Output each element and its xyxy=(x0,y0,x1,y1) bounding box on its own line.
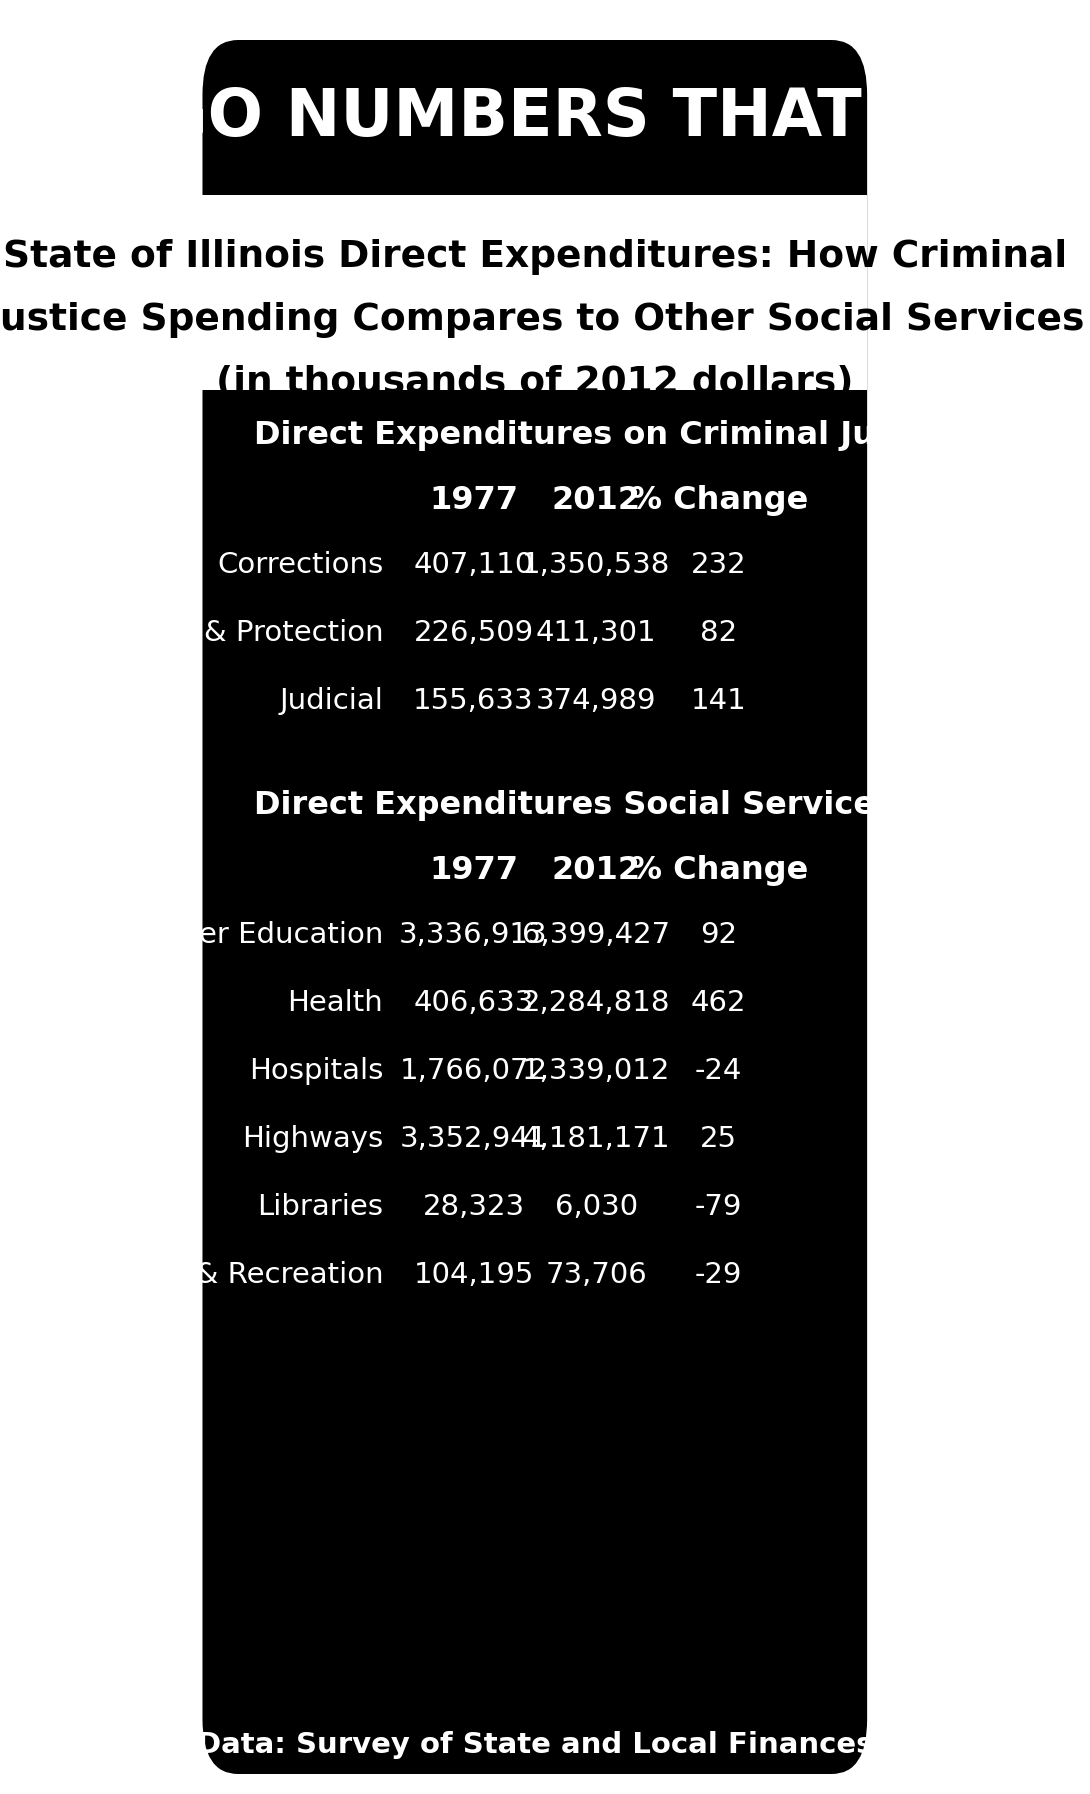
Text: 92: 92 xyxy=(700,920,737,949)
Text: State of Illinois Direct Expenditures: How Criminal: State of Illinois Direct Expenditures: H… xyxy=(3,239,1067,274)
Text: 1,766,072: 1,766,072 xyxy=(400,1057,547,1085)
Text: 1977: 1977 xyxy=(429,854,518,886)
Text: Judicial: Judicial xyxy=(279,687,384,716)
Text: 2,284,818: 2,284,818 xyxy=(522,988,670,1017)
Text: Corrections: Corrections xyxy=(217,551,384,579)
Text: CHICAGO NUMBERS THAT COUNT: CHICAGO NUMBERS THAT COUNT xyxy=(0,86,1090,149)
Text: Health: Health xyxy=(288,988,384,1017)
Text: 411,301: 411,301 xyxy=(536,619,656,648)
Text: 232: 232 xyxy=(691,551,747,579)
Text: % Change: % Change xyxy=(630,484,808,515)
Text: -79: -79 xyxy=(695,1193,742,1222)
FancyBboxPatch shape xyxy=(203,196,868,389)
Text: -29: -29 xyxy=(695,1261,742,1290)
Text: Highways: Highways xyxy=(242,1125,384,1154)
Text: -24: -24 xyxy=(695,1057,742,1085)
Text: 6,030: 6,030 xyxy=(555,1193,638,1222)
Text: 155,633: 155,633 xyxy=(413,687,534,716)
Text: Parks & Recreation: Parks & Recreation xyxy=(108,1261,384,1290)
Text: Direct Expenditures Social Services and Public Works: Direct Expenditures Social Services and … xyxy=(254,789,1090,820)
Text: 2012: 2012 xyxy=(552,484,641,515)
Text: Higher Education: Higher Education xyxy=(132,920,384,949)
Text: 1,339,012: 1,339,012 xyxy=(522,1057,670,1085)
Text: 82: 82 xyxy=(700,619,737,648)
Text: 406,633: 406,633 xyxy=(413,988,534,1017)
Text: 226,509: 226,509 xyxy=(413,619,534,648)
Text: (in thousands of 2012 dollars): (in thousands of 2012 dollars) xyxy=(216,364,853,402)
Text: 28,323: 28,323 xyxy=(423,1193,524,1222)
Text: 2012: 2012 xyxy=(552,854,641,886)
Text: 1,350,538: 1,350,538 xyxy=(522,551,670,579)
Text: 462: 462 xyxy=(691,988,747,1017)
Text: % Change: % Change xyxy=(630,854,808,886)
Text: 4,181,171: 4,181,171 xyxy=(522,1125,670,1154)
Text: Data: Survey of State and Local Finances: Data: Survey of State and Local Finances xyxy=(196,1731,873,1758)
Text: 3,352,941: 3,352,941 xyxy=(399,1125,547,1154)
Text: 141: 141 xyxy=(691,687,747,716)
Text: 407,110: 407,110 xyxy=(413,551,534,579)
Text: 6,399,427: 6,399,427 xyxy=(522,920,670,949)
Text: 3,336,913: 3,336,913 xyxy=(399,920,548,949)
Text: Direct Expenditures on Criminal Justice: Direct Expenditures on Criminal Justice xyxy=(254,420,961,450)
Text: Hospitals: Hospitals xyxy=(249,1057,384,1085)
Text: 374,989: 374,989 xyxy=(536,687,656,716)
Text: 104,195: 104,195 xyxy=(413,1261,534,1290)
Text: Libraries: Libraries xyxy=(257,1193,384,1222)
Text: 25: 25 xyxy=(700,1125,737,1154)
Text: 1977: 1977 xyxy=(429,484,518,515)
Text: Police & Protection: Police & Protection xyxy=(109,619,384,648)
Text: 73,706: 73,706 xyxy=(545,1261,647,1290)
FancyBboxPatch shape xyxy=(203,39,868,1774)
Text: Justice Spending Compares to Other Social Services: Justice Spending Compares to Other Socia… xyxy=(0,301,1083,337)
